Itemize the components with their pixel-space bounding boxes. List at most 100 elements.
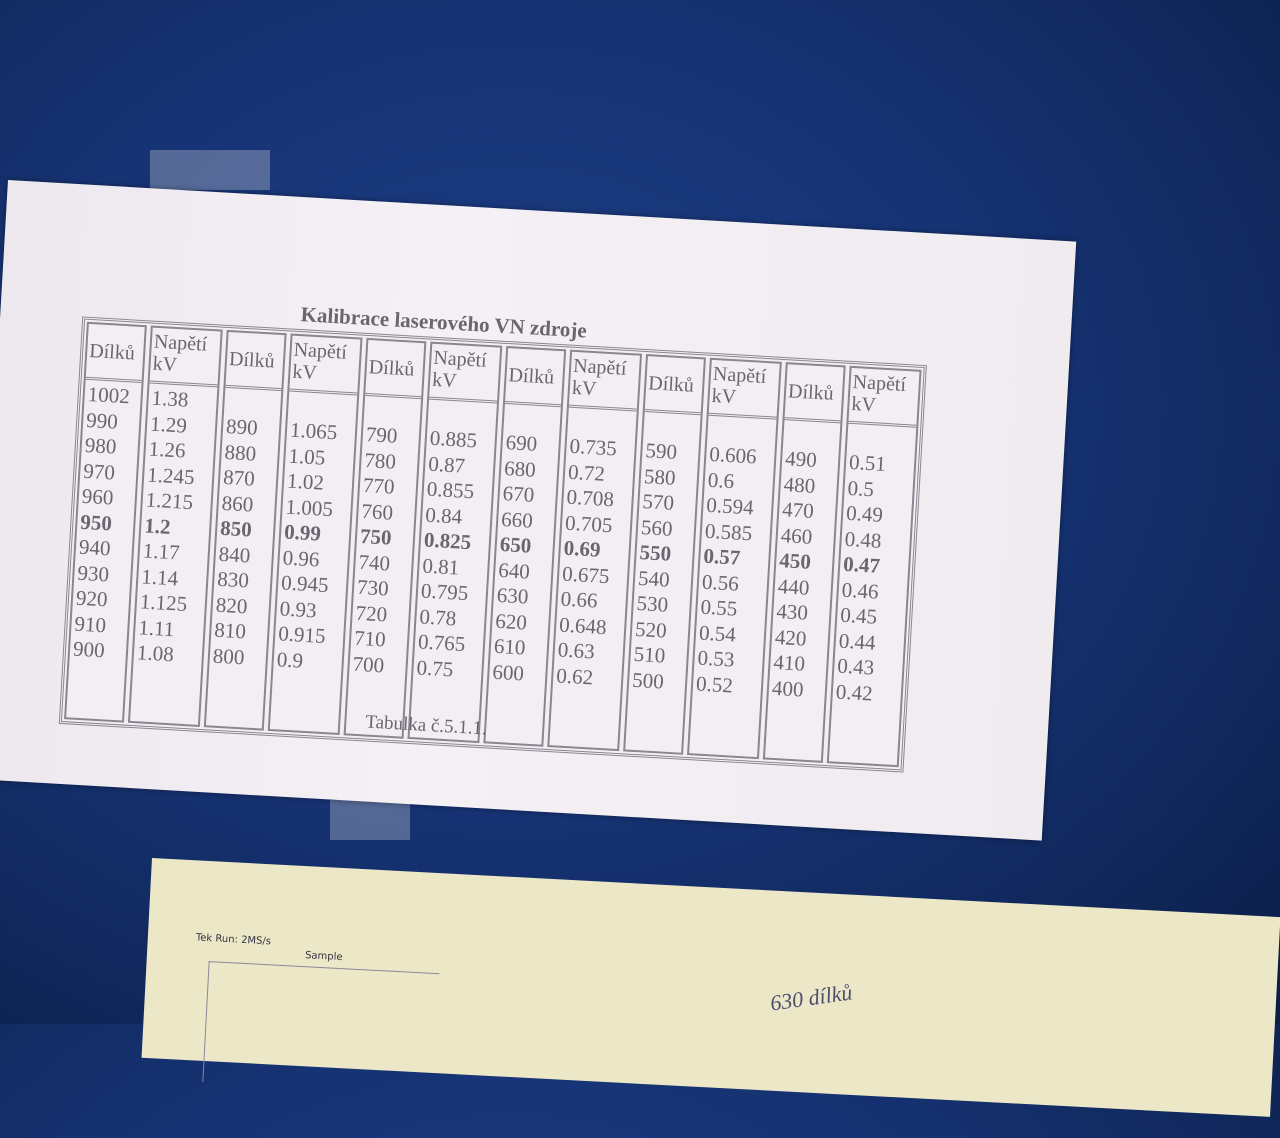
count-cell: 900 bbox=[72, 636, 106, 663]
tape-strip bbox=[150, 150, 270, 190]
voltage-cell: 0.795 bbox=[420, 578, 469, 606]
count-cell: 950 bbox=[79, 509, 113, 536]
header-voltage-label: Napětí bbox=[572, 354, 628, 380]
voltage-cell: 0.855 bbox=[426, 476, 475, 504]
count-cell: 740 bbox=[357, 549, 391, 576]
count-cell: 710 bbox=[353, 625, 387, 652]
voltage-cell: 1.17 bbox=[142, 538, 181, 565]
count-cell: 530 bbox=[636, 590, 669, 617]
voltage-cell: 0.43 bbox=[836, 653, 875, 680]
voltage-cell: 0.84 bbox=[424, 502, 463, 529]
count-cell: 880 bbox=[224, 439, 257, 466]
header-count-label: Dílků bbox=[228, 347, 276, 373]
column-header: Dílků bbox=[504, 348, 565, 408]
column-header: Dílků bbox=[225, 331, 285, 392]
count-cell: 400 bbox=[771, 675, 805, 702]
count-cell: 580 bbox=[643, 463, 677, 490]
count-cell: 670 bbox=[502, 481, 535, 507]
count-cell: 450 bbox=[778, 548, 812, 574]
oscilloscope-printout: Tek Run: 2MS/s Sample bbox=[141, 858, 1280, 1117]
voltage-cell: 0.96 bbox=[282, 544, 321, 572]
count-cell: 810 bbox=[213, 617, 247, 644]
count-cell: 640 bbox=[497, 557, 531, 584]
count-cell: 1002 bbox=[87, 381, 131, 409]
voltage-cell: 0.69 bbox=[563, 535, 602, 562]
voltage-cell: 1.05 bbox=[287, 443, 327, 470]
voltage-cell: 0.57 bbox=[702, 543, 741, 570]
voltage-cell: 1.02 bbox=[286, 468, 325, 495]
voltage-cell: 0.51 bbox=[848, 449, 887, 476]
voltage-cell: 1.2 bbox=[143, 512, 172, 539]
voltage-cell: 0.705 bbox=[564, 510, 614, 537]
calibration-sheet: Kalibrace laserového VN zdroje Dílků 1002… bbox=[0, 180, 1077, 841]
count-cell: 440 bbox=[777, 573, 811, 600]
column-header: Napětí kV bbox=[708, 359, 780, 420]
count-cell: 860 bbox=[221, 490, 254, 517]
voltage-cell: 0.6 bbox=[707, 467, 735, 493]
count-cell: 500 bbox=[631, 667, 665, 694]
voltage-cell: 0.93 bbox=[279, 595, 318, 622]
column-header: Napětí kV bbox=[149, 327, 221, 388]
count-cell: 550 bbox=[638, 539, 672, 566]
voltage-cell: 0.56 bbox=[701, 569, 740, 596]
count-cell: 650 bbox=[499, 531, 533, 558]
count-cell: 830 bbox=[216, 566, 250, 593]
count-cell: 680 bbox=[503, 455, 537, 482]
calibration-table: Dílků 1002 990 980 970 960 950 940 930 920 910 900 N… bbox=[58, 316, 927, 773]
column-header: Napětí kV bbox=[429, 343, 501, 404]
count-cell: 540 bbox=[637, 565, 671, 592]
voltage-cell: 0.63 bbox=[557, 637, 596, 664]
scope-graticule bbox=[202, 961, 440, 1095]
voltage-cell: 0.825 bbox=[423, 527, 472, 555]
header-voltage-label: Napětí bbox=[432, 346, 488, 372]
header-count-label: Dílků bbox=[368, 355, 415, 381]
voltage-cell: 1.29 bbox=[149, 411, 188, 438]
scope-header: Tek Run: 2MS/s bbox=[195, 932, 272, 948]
voltage-cell: 0.62 bbox=[555, 662, 594, 689]
voltage-cell: 0.47 bbox=[842, 551, 881, 578]
header-count-label: Dílků bbox=[507, 363, 555, 389]
voltage-cell: 0.5 bbox=[847, 475, 875, 501]
voltage-cell: 0.44 bbox=[838, 628, 877, 655]
voltage-cell: 0.885 bbox=[429, 425, 478, 453]
voltage-cell: 0.78 bbox=[418, 603, 457, 631]
header-voltage-label: Napětí bbox=[712, 362, 767, 388]
voltage-cell: 0.9 bbox=[276, 646, 304, 673]
voltage-cell: 1.125 bbox=[139, 589, 188, 616]
count-cell: 850 bbox=[219, 515, 253, 542]
voltage-cell: 0.46 bbox=[841, 577, 880, 604]
count-cell: 780 bbox=[363, 447, 397, 474]
count-cell: 480 bbox=[783, 471, 816, 498]
count-cell: 770 bbox=[362, 472, 396, 499]
count-cell: 660 bbox=[500, 506, 534, 533]
voltage-cell: 0.52 bbox=[695, 670, 734, 698]
scope-mode: Sample bbox=[304, 950, 343, 964]
voltage-cell: 1.005 bbox=[285, 494, 334, 521]
column-header: Dílků bbox=[784, 364, 844, 424]
header-voltage-label: kV bbox=[431, 368, 458, 393]
count-cell: 590 bbox=[644, 438, 678, 464]
count-cell: 940 bbox=[78, 534, 112, 561]
count-cell: 510 bbox=[633, 641, 666, 668]
voltage-cell: 0.53 bbox=[696, 645, 736, 672]
voltage-cell: 0.87 bbox=[427, 451, 466, 478]
voltage-cell: 1.11 bbox=[137, 614, 176, 641]
voltage-cell: 0.594 bbox=[705, 492, 755, 520]
voltage-cell: 0.42 bbox=[835, 679, 874, 706]
count-cell: 430 bbox=[775, 598, 809, 625]
count-cell: 410 bbox=[772, 649, 806, 676]
count-cell: 490 bbox=[784, 446, 818, 472]
voltage-cell: 0.606 bbox=[708, 441, 758, 469]
count-cell: 630 bbox=[496, 582, 530, 609]
column-header: Napětí kV bbox=[848, 367, 920, 428]
count-cell: 890 bbox=[225, 413, 259, 440]
count-cell: 620 bbox=[494, 608, 528, 635]
count-cell: 760 bbox=[360, 498, 394, 525]
count-cell: 990 bbox=[85, 407, 119, 434]
voltage-cell: 1.065 bbox=[289, 417, 338, 445]
header-count-label: Dílků bbox=[88, 339, 136, 365]
count-cell: 840 bbox=[218, 541, 252, 568]
header-voltage-label: kV bbox=[711, 384, 737, 409]
header-count-label: Dílků bbox=[787, 379, 835, 405]
column-header: Napětí kV bbox=[289, 335, 361, 396]
